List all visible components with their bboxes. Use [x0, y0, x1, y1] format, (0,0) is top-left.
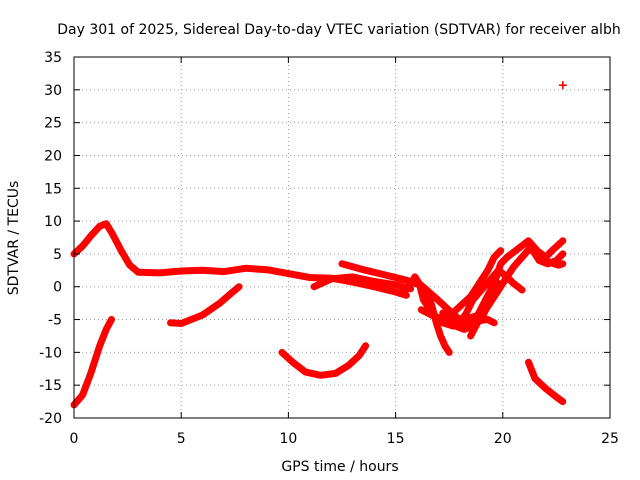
plot-frame: [73, 56, 611, 419]
y-tick-label: 0: [53, 280, 62, 296]
y-tick-label: 15: [44, 181, 62, 197]
x-tick-label: 10: [279, 431, 297, 447]
x-tick-label: 5: [177, 431, 186, 447]
series-track-8: [424, 289, 453, 356]
axis-ticks: 0 5 10 15 20 25 -20 -15 -10 -5 0 5 10 15 20 25 30 35: [39, 50, 619, 447]
y-tick-label: -5: [48, 313, 62, 329]
y-tick-label: -15: [39, 378, 62, 394]
x-tick-label: 0: [70, 431, 79, 447]
data-series: [70, 81, 567, 409]
grid: [74, 57, 610, 418]
y-tick-label: 10: [44, 214, 62, 230]
y-tick-label: 35: [44, 50, 62, 66]
y-tick-label: 20: [44, 148, 62, 164]
y-tick-label: 30: [44, 83, 62, 99]
x-tick-label: 20: [494, 431, 512, 447]
y-tick-label: -20: [39, 411, 62, 427]
x-tick-label: 15: [387, 431, 405, 447]
series-track-5: [310, 273, 415, 293]
chart-title: Day 301 of 2025, Sidereal Day-to-day VTE…: [57, 22, 620, 38]
y-axis-label: SDTVAR / TECUs: [6, 181, 22, 296]
series-track-15: [525, 358, 567, 406]
series-track-3: [167, 283, 243, 327]
y-tick-label: 25: [44, 116, 62, 132]
y-tick-label: 5: [53, 247, 62, 263]
series-track-12: [445, 247, 505, 320]
series-track-2: [70, 316, 115, 409]
x-axis-label: GPS time / hours: [281, 459, 398, 475]
y-tick-label: -10: [39, 345, 62, 361]
series-track-14: [452, 279, 502, 333]
series-track-4: [278, 342, 370, 379]
series-track-16: [542, 257, 567, 269]
series-track-11: [456, 266, 526, 327]
series-track-10: [439, 237, 567, 330]
outlier-point: [558, 81, 567, 90]
x-tick-label: 25: [601, 431, 619, 447]
